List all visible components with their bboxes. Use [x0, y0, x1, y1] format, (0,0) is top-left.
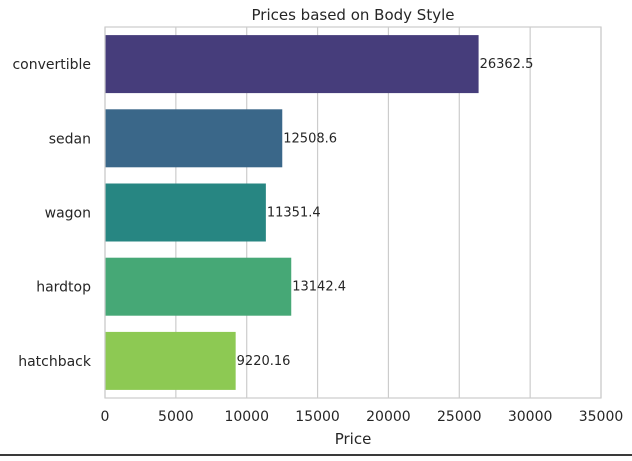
x-tick-label: 10000 — [224, 409, 269, 425]
data-label-convertible: 26362.5 — [480, 57, 534, 72]
y-tick-labels: convertible sedan wagon hardtop hatchback — [12, 57, 91, 370]
x-tick-labels: 0 5000 10000 15000 20000 25000 30000 35000 — [101, 409, 624, 425]
x-tick-label: 25000 — [437, 409, 482, 425]
data-label-wagon: 11351.4 — [267, 206, 321, 221]
x-tick-label: 30000 — [508, 409, 553, 425]
data-label-hatchback: 9220.16 — [237, 354, 291, 369]
data-label-hardtop: 13142.4 — [292, 280, 346, 295]
y-tick-label-hatchback: hatchback — [18, 354, 92, 370]
bar-convertible — [105, 35, 479, 94]
y-tick-label-sedan: sedan — [49, 131, 91, 147]
plot-frame — [104, 26, 602, 399]
bar-hatchback — [105, 331, 236, 390]
bars — [105, 35, 479, 390]
data-labels: 26362.5 12508.6 11351.4 13142.4 9220.16 — [237, 57, 534, 369]
y-tick-label-hardtop: hardtop — [36, 280, 91, 296]
bar-sedan — [105, 109, 283, 168]
bottom-rule — [0, 454, 632, 456]
x-tick-label: 15000 — [295, 409, 340, 425]
y-tick-label-wagon: wagon — [45, 206, 91, 222]
y-tick-label-convertible: convertible — [12, 57, 91, 73]
chart-title: Prices based on Body Style — [252, 6, 455, 24]
x-tick-label: 0 — [101, 409, 110, 425]
bar-hardtop — [105, 257, 292, 316]
x-tick-label: 5000 — [158, 409, 194, 425]
x-tick-label: 20000 — [366, 409, 411, 425]
bar-wagon — [105, 183, 266, 242]
x-axis-label: Price — [335, 430, 372, 448]
x-tick-label: 35000 — [579, 409, 624, 425]
data-label-sedan: 12508.6 — [283, 131, 337, 146]
